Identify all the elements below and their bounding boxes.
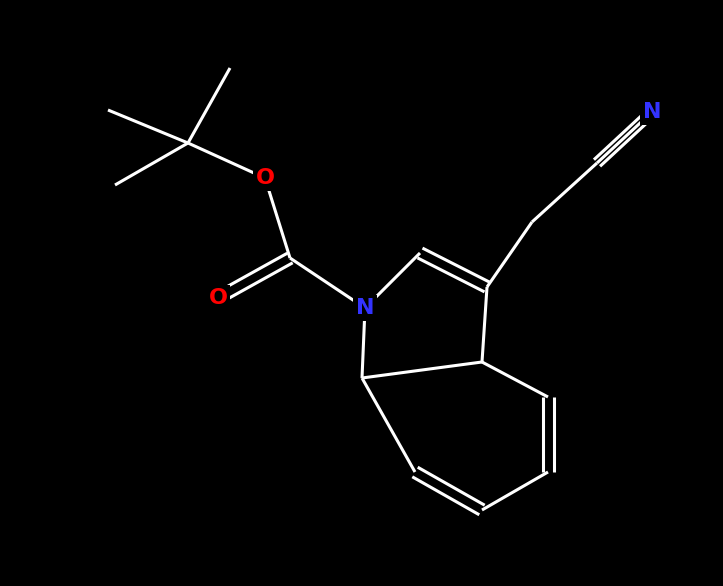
Text: O: O bbox=[255, 168, 275, 188]
Text: N: N bbox=[643, 102, 662, 122]
Text: O: O bbox=[208, 288, 228, 308]
Text: N: N bbox=[356, 298, 375, 318]
